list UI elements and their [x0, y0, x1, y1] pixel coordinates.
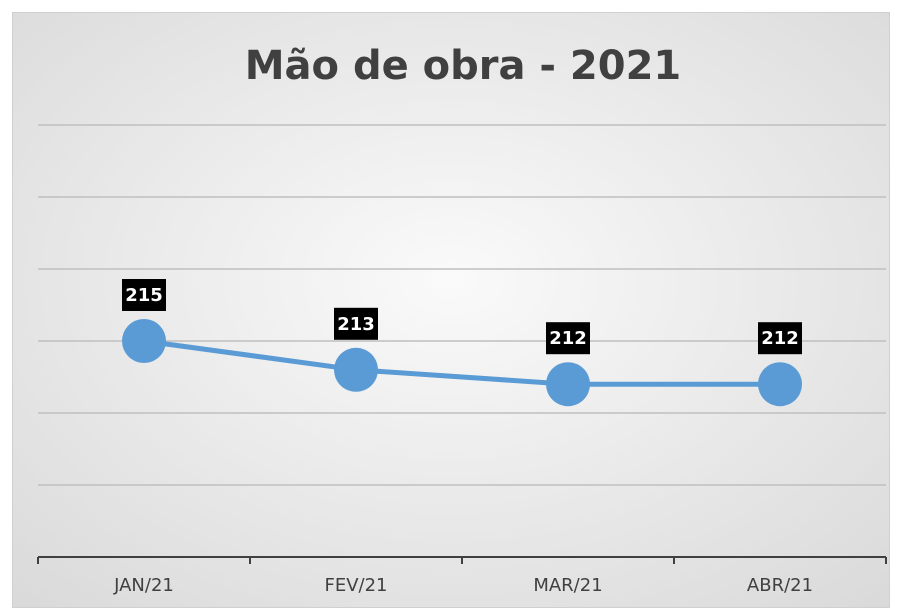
data-label-box — [546, 322, 590, 355]
x-tick-label: FEV/21 — [324, 575, 387, 596]
chart-title: Mão de obra - 2021 — [245, 43, 682, 89]
x-tick-label: MAR/21 — [533, 575, 602, 596]
x-tick-label: JAN/21 — [113, 575, 174, 596]
data-label: 213 — [337, 314, 375, 335]
line — [143, 338, 780, 387]
data-label: 212 — [549, 328, 587, 349]
data-label-box — [122, 279, 166, 311]
data-label: 215 — [125, 285, 163, 306]
x-tick-label: ABR/21 — [747, 575, 813, 596]
marker — [122, 319, 166, 363]
marker — [546, 362, 590, 407]
data-label: 212 — [761, 328, 799, 349]
data-label-box — [334, 307, 378, 340]
marker — [758, 362, 802, 407]
data-label-box — [758, 322, 802, 355]
marker — [334, 347, 378, 392]
